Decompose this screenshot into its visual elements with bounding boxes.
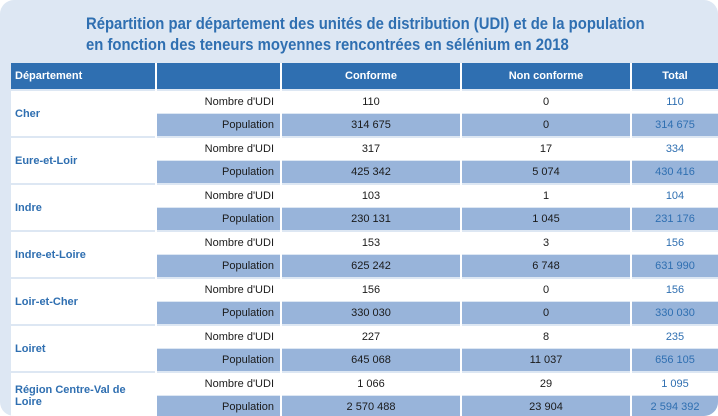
udi-table: Département Conforme Non conforme Total … — [11, 63, 718, 416]
table-row-udi: Région Centre-Val de Loire Nombre d'UDI … — [11, 371, 718, 416]
table-row-udi: Indre-et-Loire Nombre d'UDI 153 3 156 — [11, 230, 718, 278]
header-measure — [156, 63, 282, 90]
measure-label: Nombre d'UDI — [156, 371, 282, 396]
measure-label: Nombre d'UDI — [156, 277, 282, 302]
udi-non-conforme: 3 — [461, 230, 632, 255]
population-non-conforme: 5 074 — [461, 160, 632, 184]
population-non-conforme: 0 — [461, 113, 632, 137]
udi-total: 156 — [631, 277, 718, 302]
population-total: 656 105 — [631, 348, 718, 372]
table-row-population: Population 314 675 0 314 675 — [11, 113, 718, 137]
population-conforme: 330 030 — [281, 301, 462, 325]
title-line-2: en fonction des teneurs moyennes rencont… — [86, 36, 569, 54]
population-non-conforme: 1 045 — [461, 207, 632, 231]
population-total: 314 675 — [631, 113, 718, 137]
population-total: 430 416 — [631, 160, 718, 184]
departement-name: Indre-et-Loire — [11, 230, 157, 278]
udi-total: 334 — [631, 136, 718, 161]
population-conforme: 625 242 — [281, 254, 462, 278]
udi-conforme: 317 — [281, 136, 462, 161]
udi-non-conforme: 17 — [461, 136, 632, 161]
measure-label: Population — [156, 254, 282, 278]
header-non-conforme: Non conforme — [461, 63, 632, 90]
departement-name: Loir-et-Cher — [11, 277, 157, 325]
measure-label: Population — [156, 207, 282, 231]
population-non-conforme: 11 037 — [461, 348, 632, 372]
table-row-udi: Eure-et-Loir Nombre d'UDI 317 17 334 — [11, 136, 718, 184]
table-row-udi: Loiret Nombre d'UDI 227 8 235 — [11, 324, 718, 372]
udi-conforme: 103 — [281, 183, 462, 208]
table-row-population: Population 330 030 0 330 030 — [11, 301, 718, 325]
table-row-population: Population 230 131 1 045 231 176 — [11, 207, 718, 231]
population-conforme: 230 131 — [281, 207, 462, 231]
population-total: 2 594 392 — [631, 395, 718, 416]
measure-label: Population — [156, 395, 282, 416]
udi-conforme: 153 — [281, 230, 462, 255]
udi-conforme: 110 — [281, 89, 462, 114]
departement-name: Loiret — [11, 324, 157, 372]
departement-name: Région Centre-Val de Loire — [11, 371, 157, 416]
udi-conforme: 227 — [281, 324, 462, 349]
measure-label: Nombre d'UDI — [156, 324, 282, 349]
table-row-population: Population 425 342 5 074 430 416 — [11, 160, 718, 184]
departement-name: Cher — [11, 89, 157, 137]
measure-label: Nombre d'UDI — [156, 136, 282, 161]
measure-label: Nombre d'UDI — [156, 230, 282, 255]
header-conforme: Conforme — [281, 63, 462, 90]
population-non-conforme: 6 748 — [461, 254, 632, 278]
measure-label: Population — [156, 160, 282, 184]
population-non-conforme: 0 — [461, 301, 632, 325]
table-row-udi: Loir-et-Cher Nombre d'UDI 156 0 156 — [11, 277, 718, 325]
table-body: Cher Nombre d'UDI 110 0 110 Population 3… — [11, 89, 718, 416]
table-title: Répartition par département des unités d… — [86, 14, 645, 56]
measure-label: Nombre d'UDI — [156, 89, 282, 114]
udi-non-conforme: 0 — [461, 277, 632, 302]
udi-non-conforme: 8 — [461, 324, 632, 349]
header-total: Total — [631, 63, 718, 90]
population-total: 231 176 — [631, 207, 718, 231]
departement-name: Eure-et-Loir — [11, 136, 157, 184]
table-row-population: Population 645 068 11 037 656 105 — [11, 348, 718, 372]
udi-non-conforme: 1 — [461, 183, 632, 208]
udi-total: 110 — [631, 89, 718, 114]
title-line-1: Répartition par département des unités d… — [86, 15, 645, 33]
table-row-population: Population 625 242 6 748 631 990 — [11, 254, 718, 278]
udi-total: 156 — [631, 230, 718, 255]
udi-conforme: 1 066 — [281, 371, 462, 396]
header-departement: Département — [11, 63, 157, 90]
table-row-udi: Indre Nombre d'UDI 103 1 104 — [11, 183, 718, 231]
udi-total: 104 — [631, 183, 718, 208]
population-conforme: 314 675 — [281, 113, 462, 137]
table-row-population: Population 2 570 488 23 904 2 594 392 — [11, 395, 718, 416]
udi-non-conforme: 0 — [461, 89, 632, 114]
measure-label: Population — [156, 348, 282, 372]
table-row-udi: Cher Nombre d'UDI 110 0 110 — [11, 89, 718, 137]
measure-label: Population — [156, 113, 282, 137]
measure-label: Nombre d'UDI — [156, 183, 282, 208]
population-non-conforme: 23 904 — [461, 395, 632, 416]
udi-non-conforme: 29 — [461, 371, 632, 396]
measure-label: Population — [156, 301, 282, 325]
population-total: 631 990 — [631, 254, 718, 278]
population-conforme: 425 342 — [281, 160, 462, 184]
header-row: Département Conforme Non conforme Total — [11, 63, 718, 90]
population-conforme: 2 570 488 — [281, 395, 462, 416]
udi-total: 235 — [631, 324, 718, 349]
udi-total: 1 095 — [631, 371, 718, 396]
udi-conforme: 156 — [281, 277, 462, 302]
population-total: 330 030 — [631, 301, 718, 325]
departement-name: Indre — [11, 183, 157, 231]
population-conforme: 645 068 — [281, 348, 462, 372]
